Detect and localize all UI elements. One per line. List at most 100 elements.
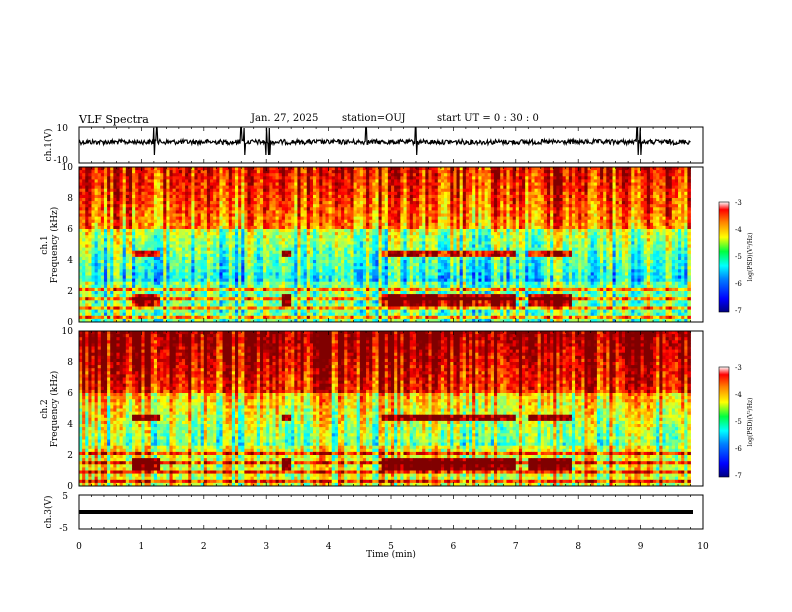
spectrogram-cell [668,222,673,227]
spectrogram-cell [484,188,489,193]
spectrogram-cell [678,204,682,208]
spectrogram-cell [643,222,648,227]
spectrogram-cell [447,201,451,205]
spectrogram-cell [565,225,570,230]
spectrogram-cell [200,210,205,214]
spectrogram-cell [387,198,392,202]
spectrogram-cell [309,170,314,174]
spectrogram-cell [206,232,211,236]
spectrogram-cell [191,173,195,177]
spectrogram-cell [603,210,607,214]
spectrogram-cell [166,222,170,227]
spectrogram-cell [550,235,554,239]
spectrogram-cell [178,222,183,227]
spectrogram-cell [191,213,195,217]
spectrogram-cell [203,222,208,227]
spectrogram-cell [565,176,570,180]
spectrogram-cell [362,173,367,177]
spectrogram-cell [191,238,195,242]
spectrogram-cell [518,232,523,236]
spectrogram-cell [313,229,317,233]
spectrogram-cell [484,173,489,177]
spectrogram-cell [603,198,607,202]
spectrogram-cell [568,194,573,199]
spectrogram-cell [484,238,489,242]
spectrogram-cell [91,244,95,248]
spectrogram-cell [359,188,364,193]
spectrogram-cell [263,198,267,202]
spectrogram-cell [547,194,551,199]
spectrogram-cell [79,219,83,224]
spectrogram-cell [550,238,554,242]
spectrogram-cell [397,229,401,233]
spectrogram-cell [581,201,585,205]
spectrogram-cell [475,216,479,221]
spectrogram-cell [447,222,451,227]
spectrogram-cell [462,179,467,183]
spectrogram-cell [100,167,105,171]
spectrogram-cell [194,188,198,193]
spectrogram-cell [341,229,345,233]
spectrogram-cell [85,222,89,227]
spectrogram-cell [206,222,211,227]
spectrogram-cell [337,235,342,239]
spectrogram-cell [568,185,573,190]
spectrogram-cell [125,188,130,193]
spectrogram-cell [565,204,570,208]
spectrogram-cell [547,173,551,177]
spectrogram-cell [456,191,461,196]
spectrogram-cell [235,182,239,186]
spectrogram-cell [122,241,127,245]
spectrogram-cell [459,238,464,242]
spectrogram-cell [609,198,613,202]
spectrogram-cell [119,167,124,171]
spectrogram-cell [406,210,411,214]
spectrogram-cell [493,167,498,171]
spectrogram-cell [328,213,333,217]
spectrogram-cell [668,238,673,242]
spectrogram-cell [397,232,401,236]
spectrogram-cell [628,188,632,193]
spectrogram-cell [294,238,298,242]
spectrogram-cell [322,216,326,221]
spectrogram-cell [278,173,283,177]
spectrogram-cell [147,235,152,239]
spectrogram-cell [403,185,407,190]
spectrogram-cell [587,216,592,221]
spectrogram-cell [91,188,95,193]
spectrogram-cell [219,188,223,193]
spectrogram-cell [278,204,283,208]
spectrogram-cell [618,213,623,217]
spectrogram-cell [609,210,613,214]
spectrogram-cell [522,235,526,239]
spectrogram-cell [278,229,283,233]
spectrogram-cell [359,210,364,214]
spectrogram-cell [653,213,657,217]
spectrogram-cell [415,204,420,208]
spectrogram-cell [128,179,133,183]
spectrogram-cell [434,238,439,242]
spectrogram-cell [615,204,620,208]
spectrogram-cell [394,185,398,190]
spectrogram-cell [553,191,557,196]
spectrogram-cell [337,222,342,227]
spectrogram-cell [291,185,295,190]
spectrogram-cell [481,232,485,236]
spectrogram-cell [266,185,270,190]
spectrogram-cell [362,182,367,186]
spectrogram-cell [618,176,623,180]
spectrogram-cell [562,213,567,217]
spectrogram-cell [91,191,95,196]
spectrogram-cell [584,216,588,221]
spectrogram-cell [434,219,439,224]
spectrogram-cell [397,194,401,199]
spectrogram-cell [665,182,670,186]
spectrogram-cell [437,225,442,230]
spectrogram-cell [288,213,292,217]
spectrogram-cell [665,198,670,202]
spectrogram-cell [235,225,239,230]
spectrogram-cell [525,185,529,190]
spectrogram-cell [415,216,420,221]
spectrogram-cell [197,238,202,242]
spectrogram-cell [625,191,629,196]
